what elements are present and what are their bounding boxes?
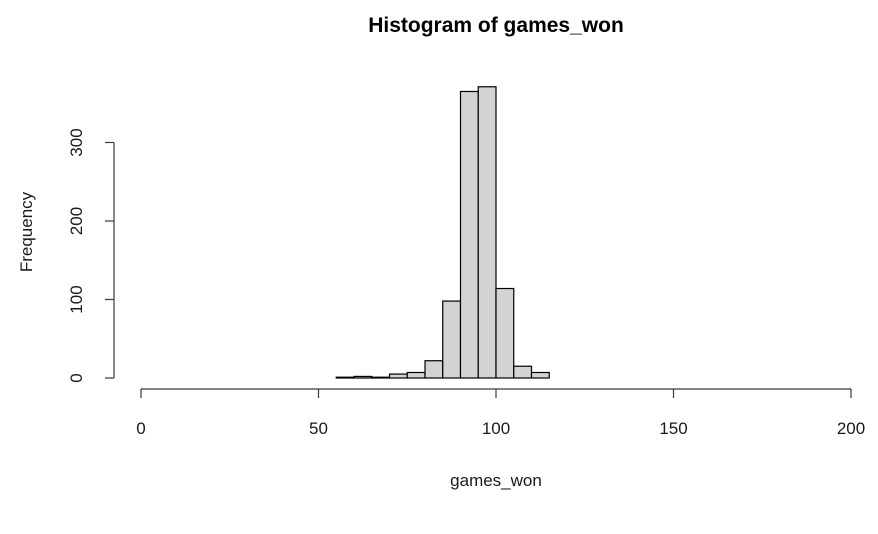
y-tick-label-3: 300 bbox=[67, 128, 86, 156]
histogram-bar-5 bbox=[424, 360, 444, 379]
bars-group bbox=[335, 86, 550, 379]
y-axis-ticks: 0 100 200 300 bbox=[67, 128, 114, 383]
y-tick-label-2: 200 bbox=[67, 207, 86, 235]
histogram-bar-8 bbox=[477, 86, 497, 379]
histogram-bar-0 bbox=[335, 376, 355, 379]
x-axis-label: games_won bbox=[450, 471, 542, 490]
y-tick-label-0: 0 bbox=[67, 373, 86, 382]
x-axis-ticks: 0 50 100 150 200 bbox=[136, 389, 865, 438]
y-axis-label: Frequency bbox=[17, 191, 36, 272]
x-tick-label-1: 50 bbox=[309, 419, 328, 438]
histogram-bar-9 bbox=[495, 287, 515, 379]
x-tick-label-4: 200 bbox=[837, 419, 865, 438]
histogram-bar-10 bbox=[513, 365, 533, 379]
chart-title: Histogram of games_won bbox=[368, 14, 624, 37]
histogram-bar-7 bbox=[459, 90, 479, 379]
y-tick-label-1: 100 bbox=[67, 285, 86, 313]
histogram-bar-6 bbox=[442, 300, 462, 379]
histogram-bar-4 bbox=[406, 371, 426, 379]
histogram-bar-1 bbox=[353, 375, 373, 379]
histogram-bar-11 bbox=[530, 371, 550, 379]
histogram-bar-2 bbox=[371, 376, 391, 379]
histogram-bar-3 bbox=[388, 373, 408, 379]
x-tick-label-3: 150 bbox=[659, 419, 687, 438]
x-tick-label-0: 0 bbox=[136, 419, 145, 438]
x-tick-label-2: 100 bbox=[482, 419, 510, 438]
